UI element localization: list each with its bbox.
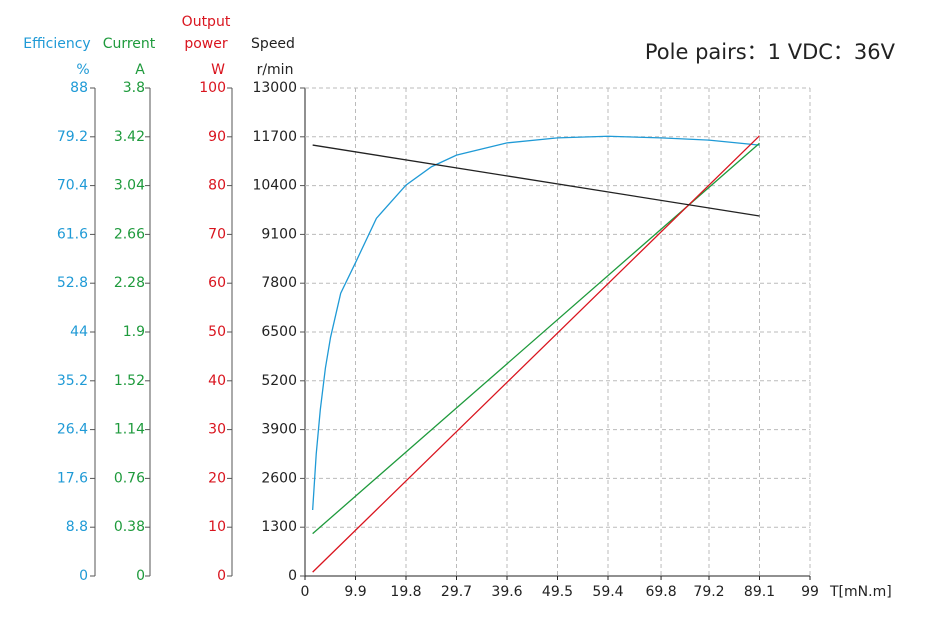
x-axis-label: T[mN.m] [829, 584, 892, 600]
y-tick-label: 3.8 [123, 80, 145, 96]
y-tick-label: 20 [208, 470, 226, 486]
y-tick-label: 1.9 [123, 324, 145, 340]
y-tick-label: 11700 [252, 129, 297, 145]
axis-label: Current [103, 36, 156, 52]
y-tick-label: 52.8 [57, 275, 88, 291]
x-tick-label: 69.8 [645, 584, 676, 600]
y-tick-label: 2.66 [114, 226, 145, 242]
y-tick-label: 88 [70, 80, 88, 96]
y-tick-label: 6500 [261, 324, 297, 340]
y-tick-label: 0 [217, 568, 226, 584]
y-tick-label: 61.6 [57, 226, 88, 242]
y-tick-label: 90 [208, 129, 226, 145]
y-tick-label: 35.2 [57, 373, 88, 389]
axis-unit: % [76, 62, 89, 78]
x-tick-label: 59.4 [592, 584, 623, 600]
y-tick-label: 79.2 [57, 129, 88, 145]
y-tick-label: 100 [199, 80, 226, 96]
y-tick-label: 2600 [261, 470, 297, 486]
y-tick-label: 1300 [261, 519, 297, 535]
y-tick-label: 0 [79, 568, 88, 584]
axis-unit: A [135, 62, 145, 78]
x-tick-label: 19.8 [390, 584, 421, 600]
axis-label: Speed [251, 36, 295, 52]
y-tick-label: 10400 [252, 178, 297, 194]
axis-label: power [184, 36, 228, 52]
y-tick-label: 13000 [252, 80, 297, 96]
x-tick-label: 49.5 [542, 584, 573, 600]
y-tick-label: 8.8 [66, 519, 88, 535]
axis-unit: W [211, 62, 225, 78]
series-line [312, 135, 760, 573]
y-tick-label: 70.4 [57, 178, 88, 194]
y-tick-label: 3.42 [114, 129, 145, 145]
y-tick-label: 0.76 [114, 470, 145, 486]
y-tick-label: 26.4 [57, 422, 88, 438]
series-line [312, 144, 760, 217]
x-tick-label: 89.1 [744, 584, 775, 600]
y-tick-label: 9100 [261, 226, 297, 242]
axis-label: Efficiency [23, 36, 90, 52]
y-tick-label: 17.6 [57, 470, 88, 486]
axis-label: Output [182, 14, 231, 30]
y-tick-label: 60 [208, 275, 226, 291]
x-tick-label: 29.7 [441, 584, 472, 600]
y-tick-label: 7800 [261, 275, 297, 291]
y-tick-label: 0.38 [114, 519, 145, 535]
x-tick-label: 9.9 [344, 584, 366, 600]
y-tick-label: 10 [208, 519, 226, 535]
y-tick-label: 50 [208, 324, 226, 340]
y-tick-label: 3900 [261, 422, 297, 438]
y-tick-label: 0 [136, 568, 145, 584]
axis-unit: r/min [257, 62, 294, 78]
y-tick-label: 1.52 [114, 373, 145, 389]
x-tick-label: 0 [301, 584, 310, 600]
y-tick-label: 44 [70, 324, 88, 340]
y-tick-label: 30 [208, 422, 226, 438]
y-tick-label: 1.14 [114, 422, 145, 438]
x-tick-label: 39.6 [491, 584, 522, 600]
y-tick-label: 80 [208, 178, 226, 194]
y-tick-label: 70 [208, 226, 226, 242]
chart-title: Pole pairs：1 VDC：36V [645, 40, 896, 64]
y-tick-label: 5200 [261, 373, 297, 389]
y-tick-label: 40 [208, 373, 226, 389]
y-tick-label: 3.04 [114, 178, 145, 194]
y-tick-label: 0 [288, 568, 297, 584]
x-tick-label: 79.2 [693, 584, 724, 600]
series-line [312, 135, 760, 511]
x-tick-label: 99 [801, 584, 819, 600]
y-tick-label: 2.28 [114, 275, 145, 291]
